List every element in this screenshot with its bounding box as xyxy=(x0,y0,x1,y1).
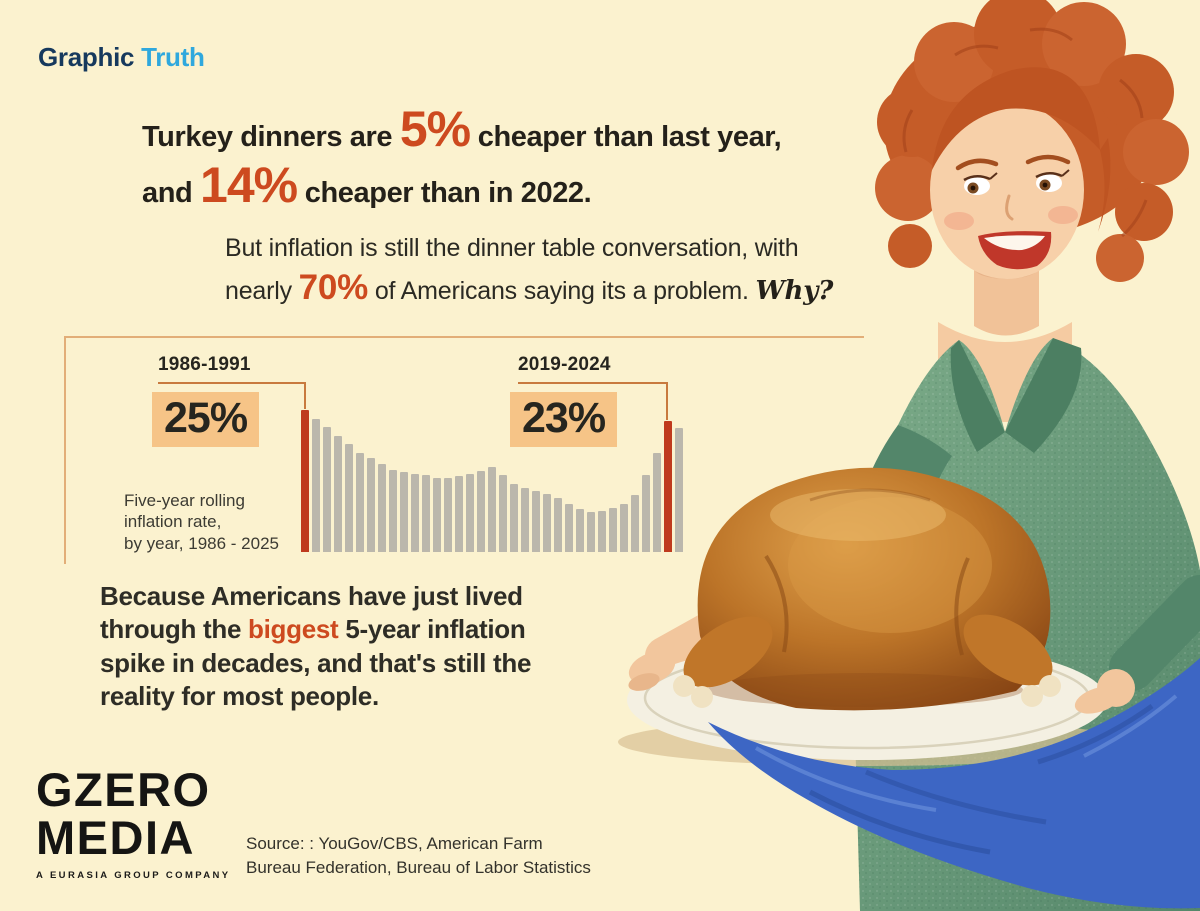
subhead-70pct: 70% xyxy=(298,268,369,307)
bar-2004 xyxy=(444,478,452,552)
right-sleeve xyxy=(1109,575,1200,691)
nose xyxy=(1005,194,1014,221)
bar-2006 xyxy=(466,474,474,552)
smiling-mouth xyxy=(978,231,1052,270)
bar-2001 xyxy=(411,474,419,552)
collar-left xyxy=(950,340,1005,452)
chart-caption-line1: Five-year rolling xyxy=(124,491,245,510)
hair-fringe xyxy=(932,67,1100,170)
bar-2008 xyxy=(488,467,496,552)
blue-cloth xyxy=(708,658,1200,909)
conclusion-line3: spike in decades, and that's still the xyxy=(100,647,532,678)
conclusion-line2: through the biggest 5-year inflation xyxy=(100,613,531,646)
bar-1996 xyxy=(356,453,364,552)
callout-value-25pct: 25% xyxy=(152,392,260,448)
conclusion-line4: reality for most people. xyxy=(100,680,379,711)
headline-line2: and 14% cheaper than in 2022. xyxy=(142,157,592,213)
bar-1994 xyxy=(334,436,342,552)
bar-2011 xyxy=(521,488,529,552)
headline-14pct: 14% xyxy=(200,157,298,213)
collar-right xyxy=(1005,338,1082,453)
bar-2007 xyxy=(477,471,485,552)
brand-word-graphic: Graphic xyxy=(38,42,135,72)
callout-tick-1986-1991 xyxy=(304,382,306,409)
bar-2023 xyxy=(653,453,661,552)
callout-value-23pct: 23% xyxy=(510,392,618,448)
right-hand xyxy=(1074,669,1135,714)
bar-1993 xyxy=(323,427,331,552)
bar-2014 xyxy=(554,498,562,552)
conclusion-biggest: biggest xyxy=(248,614,339,645)
bar-2024 xyxy=(664,421,672,552)
bar-1995 xyxy=(345,444,353,552)
callout-range-2019-2024: 2019-2024 xyxy=(518,354,611,375)
bar-1992 xyxy=(312,419,320,552)
bar-2010 xyxy=(510,484,518,552)
roast-turkey xyxy=(673,467,1061,711)
brand-title: Graphic Truth xyxy=(38,42,205,73)
callout-line-1986-1991 xyxy=(158,382,306,384)
subhead-line2-mid: of Americans saying its a problem. xyxy=(368,277,756,305)
bar-2021 xyxy=(631,495,639,552)
bar-2013 xyxy=(543,494,551,552)
bar-2022 xyxy=(642,475,650,552)
conclusion-line2-pre: through the xyxy=(100,614,249,645)
bar-2000 xyxy=(400,472,408,552)
bar-2018 xyxy=(598,511,606,552)
callout-tick-2019-2024 xyxy=(666,382,668,420)
bar-1999 xyxy=(389,470,397,552)
source-line2: Bureau Federation, Bureau of Labor Stati… xyxy=(246,857,591,877)
bar-1998 xyxy=(378,464,386,552)
headline-line1-post: cheaper than last year, xyxy=(470,121,782,153)
source-attribution: Source: : YouGov/CBS, American Farm Bure… xyxy=(246,832,591,880)
source-line1: Source: : YouGov/CBS, American Farm xyxy=(246,834,543,853)
inflation-bar-chart xyxy=(301,410,683,552)
subhead-line2: nearly 70% of Americans saying its a pro… xyxy=(225,270,833,306)
conclusion-line2-post: 5-year inflation xyxy=(338,614,526,645)
chart-caption-line2: inflation rate, xyxy=(124,512,222,532)
bar-2003 xyxy=(433,478,441,552)
subhead-line1: But inflation is still the dinner table … xyxy=(225,234,799,262)
headline-line1-pre: Turkey dinners are xyxy=(142,121,400,153)
hair-swirls xyxy=(902,27,1148,238)
left-hand xyxy=(628,651,676,691)
bar-2016 xyxy=(576,509,584,552)
headline-line1: Turkey dinners are 5% cheaper than last … xyxy=(142,101,782,157)
logo-media: MEDIA xyxy=(36,810,195,864)
bar-2012 xyxy=(532,491,540,552)
bar-2019 xyxy=(609,508,617,552)
chart-caption-line3: by year, 1986 - 2025 xyxy=(124,533,280,553)
bar-2025 xyxy=(675,428,683,552)
callout-line-2019-2024 xyxy=(518,382,668,384)
bar-2020 xyxy=(620,504,628,552)
chart-frame xyxy=(64,336,864,564)
logo-tagline: A EURASIA GROUP COMPANY xyxy=(36,869,231,881)
bar-1991 xyxy=(301,410,309,552)
gzero-media-logo: GZERO MEDIA A EURASIA GROUP COMPANY xyxy=(36,766,231,881)
woman-turkey-illustration xyxy=(618,0,1200,911)
eyes xyxy=(963,169,1070,195)
callout-range-1986-1991: 1986-1991 xyxy=(158,354,251,375)
left-eyebrow xyxy=(955,158,999,171)
conclusion-text: Because Americans have just lived throug… xyxy=(100,580,531,713)
chart-caption: Five-year rolling inflation rate, by yea… xyxy=(124,490,279,554)
bar-1997 xyxy=(367,458,375,552)
bar-2005 xyxy=(455,476,463,552)
bar-2017 xyxy=(587,512,595,552)
bar-2002 xyxy=(422,475,430,552)
brand-word-truth: Truth xyxy=(141,42,205,72)
headline-line2-post: cheaper than in 2022. xyxy=(297,177,592,209)
conclusion-line1: Because Americans have just lived xyxy=(100,581,523,611)
bar-2009 xyxy=(499,475,507,552)
logo-gzero: GZERO xyxy=(36,763,211,816)
subhead-why: Why? xyxy=(755,276,834,306)
headline-line2-pre: and xyxy=(142,177,201,209)
bar-2015 xyxy=(565,504,573,552)
subhead-line2-pre: nearly xyxy=(225,277,299,305)
headline-5pct: 5% xyxy=(399,101,471,157)
right-eyebrow xyxy=(1025,154,1071,165)
